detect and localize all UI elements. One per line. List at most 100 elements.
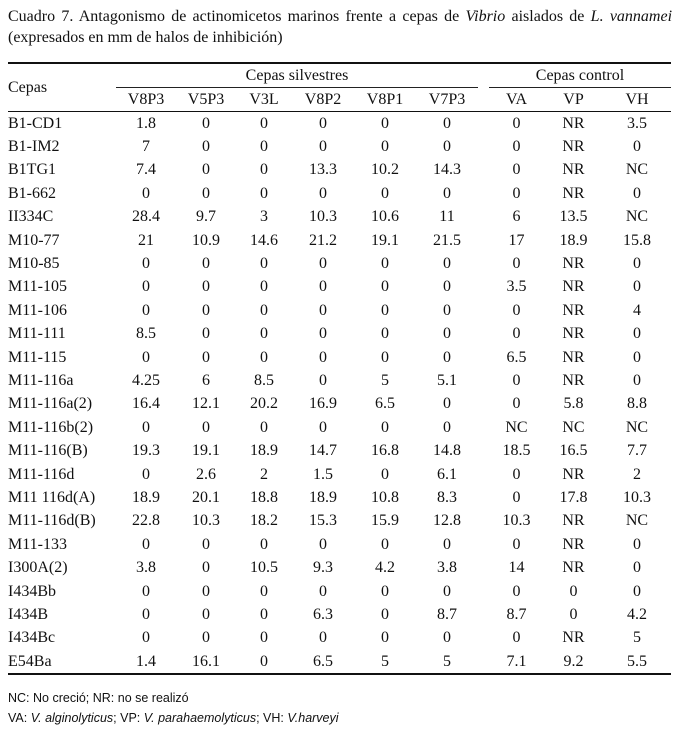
table-row: M11 116d(A) 18.9 20.1 18.8 18.9 10.8 8.3 0 17.8 1… [8,486,671,509]
table-cell: 18.9 [132,488,160,506]
row-strain-name: M11-133 [8,535,67,553]
table-cell: 14 [508,559,525,577]
table-cell: 0 [260,184,268,202]
table-cell: 6.5 [506,348,527,366]
note-va-name: V. alginolyticus [30,711,114,725]
table-cell: 7.7 [627,442,647,460]
row-strain-name: M11-116d(B) [8,512,96,530]
table-cell: 0 [443,301,451,319]
table-cell: 21.5 [433,231,461,249]
table-cell: 0 [260,605,268,623]
table-cell: 6.5 [292,649,354,676]
notes-line-species: VA: V. alginolyticus; VP: V. parahaemoly… [8,708,339,728]
table-cell: 0 [633,255,641,273]
table-cell: 0 [260,325,268,343]
table-cell: 0 [512,255,521,273]
table-cell: 0 [443,418,451,436]
table-cell: 1.5 [313,465,333,483]
table-cell: 5.5 [603,649,671,676]
table-row: M11-116d 0 2.6 2 1.5 0 6.1 0 NR 2 [8,463,671,486]
table-cell: 19.1 [192,442,220,460]
table-cell: 0 [381,301,389,319]
table-cell: 0 [381,465,389,483]
table-cell: 0 [319,582,327,600]
caption-text-mid: aislados de [511,8,585,25]
table-cell: 17 [508,231,525,249]
table-cell: 8.5 [136,325,156,343]
caption-text-pre: Antagonismo de actinomicetos marinos fre… [78,8,460,25]
row-strain-name: B1TG1 [8,161,56,179]
table-row: M11-116d(B) 22.8 10.3 18.2 15.3 15.9 12.8 10.3 N… [8,510,671,533]
table-row: M11-115 0 0 0 0 0 0 6.5 NR 0 [8,346,671,369]
table-cell: 1.8 [136,114,156,132]
table-cell: 13.3 [309,161,337,179]
table-cell: 14.8 [433,442,461,460]
table-cell: 0 [260,278,268,296]
table-cell: 8.8 [627,395,647,413]
row-header-cepas: Cepas [8,62,116,112]
table-row: I434B 0 0 0 6.3 0 8.7 8.7 0 4.2 [8,603,671,626]
table-cell: 2.6 [196,465,216,483]
table-cell: NR [562,278,585,296]
table-cell: 0 [633,582,641,600]
note-va-code: VA: [8,711,28,725]
table-cell: 8.7 [437,605,457,623]
table-cell: 0 [319,535,327,553]
table-cell: 0 [142,278,150,296]
table-cell: NR [562,301,585,319]
table-cell: 0 [202,184,210,202]
table-cell: 0 [260,582,268,600]
table-row: B1-662 0 0 0 0 0 0 0 NR 0 [8,182,671,205]
row-strain-name: M11-116d [8,465,75,483]
table-cell: 0 [381,418,389,436]
table-cell: NR [562,371,585,389]
table-cell: 0 [319,348,327,366]
table-cell: 0 [633,371,641,389]
table-cell: 5.1 [437,371,457,389]
table-cell: 18.5 [502,442,531,460]
table-cell: 0 [381,278,389,296]
table-cell: 6 [512,208,521,226]
table-cell: 0 [202,161,210,179]
table-row: M10-77 21 10.9 14.6 21.2 19.1 21.5 17 18.9 15.8 [8,229,671,252]
caption-label: Cuadro 7. [8,8,74,25]
table-cell: NR [562,629,585,647]
column-header-va: VA [489,87,544,112]
table-cell: 10.6 [371,208,399,226]
table-cell: NR [562,138,585,156]
table-cell: 16.8 [371,442,399,460]
table-cell: 0 [512,371,521,389]
table-cell: 0 [319,301,327,319]
table-cell: 0 [512,301,521,319]
row-strain-name: II334C [8,208,54,226]
table-cell: NR [562,559,585,577]
table-cell: 0 [202,325,210,343]
table-cell: 6 [202,371,210,389]
table-cell: 0 [142,605,150,623]
table-cell: 7.4 [136,161,156,179]
table-notes: NC: No creció; NR: no se realizó VA: V. … [8,688,339,728]
table-cell: 22.8 [132,512,160,530]
table-cell: 19.3 [132,442,160,460]
table-cell: 0 [202,301,210,319]
table-cell: 21.2 [309,231,337,249]
table-cell: 16.5 [559,442,588,460]
group-header-control: Cepas control [489,62,671,88]
table-cell: 0 [381,114,389,132]
table-cell: 0 [260,301,268,319]
table-cell: 9.3 [313,559,333,577]
caption-species: L. vannamei [590,8,673,25]
table-cell: 16.9 [309,395,337,413]
table-row: M10-85 0 0 0 0 0 0 0 NR 0 [8,252,671,275]
table-row: I434Bb 0 0 0 0 0 0 0 0 0 [8,580,671,603]
table-cell: 0 [443,255,451,273]
table-cell: 10.3 [192,512,220,530]
group-header-row: Cepas Cepas silvestres Cepas control [8,62,671,112]
table-cell: 10.5 [250,559,278,577]
row-strain-name: I300A(2) [8,559,68,577]
table-cell: 18.9 [559,231,588,249]
table-cell: 0 [381,138,389,156]
table-cell: 3 [260,208,268,226]
table-cell: 0 [512,535,521,553]
table-cell: 20.2 [250,395,278,413]
